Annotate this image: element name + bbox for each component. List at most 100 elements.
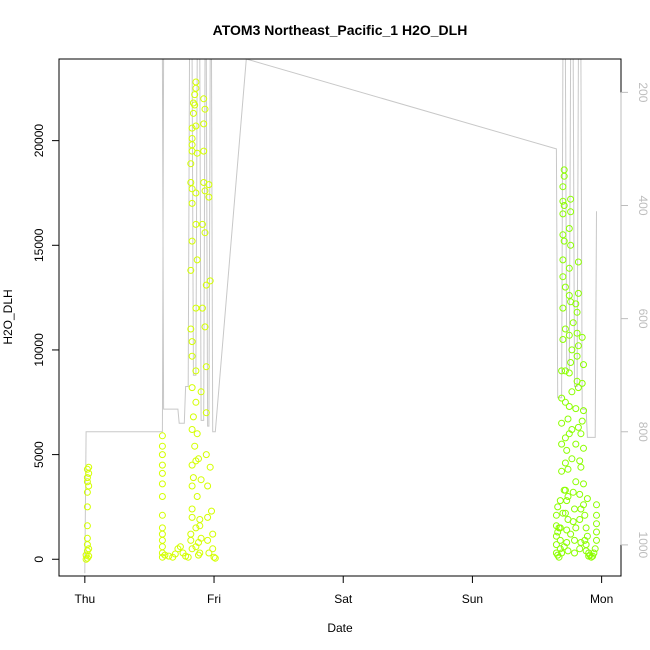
data-point-series-2 xyxy=(556,536,564,544)
data-point-series-2 xyxy=(552,532,560,540)
data-point-series-2 xyxy=(565,225,573,232)
data-point-series-1 xyxy=(192,122,200,130)
data-point-series-1 xyxy=(193,430,201,438)
data-point-series-1 xyxy=(208,507,215,515)
y-axis-label: H2O_DLH xyxy=(1,289,15,344)
data-point-series-1 xyxy=(189,109,197,117)
data-point-series-1 xyxy=(206,463,214,471)
data-point-series-2 xyxy=(564,547,572,555)
data-point-series-1 xyxy=(188,185,196,193)
data-point-series-2 xyxy=(576,545,584,553)
data-point-series-2 xyxy=(559,509,567,517)
chart-title: ATOM3 Northeast_Pacific_1 H2O_DLH xyxy=(213,22,468,38)
data-point-series-1 xyxy=(188,505,196,513)
data-point-series-2 xyxy=(580,407,587,415)
y-tick-label: 5000 xyxy=(32,441,46,468)
data-point-series-1 xyxy=(188,461,196,469)
data-point-series-1 xyxy=(187,266,195,274)
data-point-series-2 xyxy=(591,545,599,553)
data-point-series-1 xyxy=(193,149,201,157)
data-point-series-2 xyxy=(572,478,580,486)
data-point-series-2 xyxy=(574,423,582,431)
data-point-series-2 xyxy=(580,444,587,452)
data-point-series-2 xyxy=(578,333,586,341)
data-point-series-1 xyxy=(192,524,200,532)
data-point-series-2 xyxy=(559,336,567,343)
data-point-series-2 xyxy=(585,552,593,560)
data-point-series-2 xyxy=(580,361,587,369)
data-point-series-1 xyxy=(188,545,196,553)
data-point-series-1 xyxy=(200,120,208,128)
data-point-series-1 xyxy=(189,474,197,482)
data-point-series-2 xyxy=(560,543,568,551)
data-point-series-1 xyxy=(188,237,196,245)
data-point-series-2 xyxy=(561,367,569,375)
data-point-series-1 xyxy=(204,536,212,544)
right-tick-label: 1000 xyxy=(636,532,650,559)
data-point-series-2 xyxy=(574,258,582,266)
data-point-series-1 xyxy=(158,432,166,440)
data-point-series-1 xyxy=(83,478,91,486)
data-point-series-1 xyxy=(187,160,195,168)
data-point-series-1 xyxy=(184,553,192,561)
data-point-series-2 xyxy=(561,398,569,406)
data-point-series-2 xyxy=(593,520,600,528)
data-point-series-1 xyxy=(197,476,205,484)
data-point-series-1 xyxy=(196,549,204,557)
data-point-series-2 xyxy=(563,526,571,534)
data-point-series-1 xyxy=(83,488,91,496)
data-point-series-2 xyxy=(581,511,589,519)
data-point-series-1 xyxy=(198,304,206,312)
data-point-series-1 xyxy=(83,474,91,482)
data-point-series-2 xyxy=(568,388,576,396)
data-point-series-1 xyxy=(188,426,196,433)
data-point-series-2 xyxy=(568,426,576,433)
data-point-series-1 xyxy=(83,534,91,542)
data-point-series-1 xyxy=(83,522,91,530)
data-point-series-1 xyxy=(201,105,209,113)
data-point-series-1 xyxy=(85,463,93,471)
y-tick-label: 15000 xyxy=(32,228,46,262)
data-point-series-1 xyxy=(192,189,200,197)
data-point-series-2 xyxy=(565,369,573,377)
data-point-series-1 xyxy=(205,549,213,557)
data-point-series-2 xyxy=(573,352,581,360)
data-point-series-1 xyxy=(192,398,200,406)
data-point-series-2 xyxy=(577,463,585,471)
data-point-series-1 xyxy=(158,451,166,459)
data-point-series-2 xyxy=(593,528,600,536)
data-point-series-2 xyxy=(554,503,562,511)
data-point-series-1 xyxy=(188,124,196,132)
data-point-series-2 xyxy=(559,231,567,239)
data-point-series-2 xyxy=(559,183,567,191)
data-point-series-2 xyxy=(564,493,572,500)
data-point-series-2 xyxy=(580,480,587,488)
data-point-series-1 xyxy=(210,553,218,561)
data-point-series-2 xyxy=(561,459,569,467)
data-point-series-2 xyxy=(593,536,600,544)
data-point-series-2 xyxy=(572,405,580,413)
data-point-series-1 xyxy=(193,493,201,500)
data-point-series-2 xyxy=(571,536,578,544)
data-point-series-2 xyxy=(569,518,577,526)
data-point-series-2 xyxy=(554,528,562,536)
data-point-series-2 xyxy=(558,367,566,375)
data-point-series-1 xyxy=(189,413,197,421)
data-point-series-1 xyxy=(188,513,196,521)
data-point-series-1 xyxy=(201,229,209,237)
data-point-series-1 xyxy=(204,513,212,521)
data-point-series-1 xyxy=(189,99,197,107)
x-tick-label: Mon xyxy=(590,592,613,606)
data-point-series-1 xyxy=(193,256,201,264)
data-point-series-2 xyxy=(561,509,569,517)
data-point-series-2 xyxy=(564,465,572,473)
data-point-series-1 xyxy=(158,511,166,519)
data-point-series-2 xyxy=(565,292,573,299)
data-point-series-2 xyxy=(583,532,591,540)
data-point-series-2 xyxy=(574,289,582,297)
data-point-series-1 xyxy=(192,78,200,86)
data-point-series-2 xyxy=(572,440,580,448)
data-point-series-1 xyxy=(204,482,212,490)
right-tick-label: 800 xyxy=(636,422,650,442)
